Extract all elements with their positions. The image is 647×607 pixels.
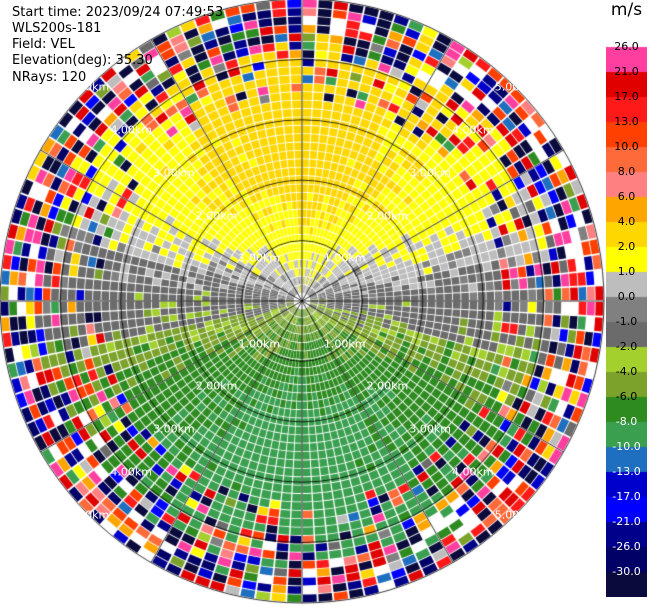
colorbar-tick-label: 1.0 xyxy=(617,265,636,278)
range-ring-label: 1.00km xyxy=(238,337,281,351)
range-ring-label: 3.00km xyxy=(153,166,195,180)
colorbar-tick-label: -30.0 xyxy=(612,565,641,578)
start-time-label: Start time: 2023/09/24 07:49:53 xyxy=(12,5,224,20)
range-ring-label: 3.00km xyxy=(409,422,451,436)
colorbar-tick-label: -6.0 xyxy=(615,390,638,403)
range-ring-label: 2.00km xyxy=(195,209,238,223)
colorbar-tick-label: -26.0 xyxy=(612,540,641,553)
range-ring-label: 4.00km xyxy=(452,123,494,137)
colorbar-tick-label: -10.0 xyxy=(612,440,641,453)
colorbar-tick-label: -2.0 xyxy=(615,340,638,353)
range-ring-label: 1.00km xyxy=(238,251,281,265)
instrument-label: WLS200s-181 xyxy=(12,21,102,36)
range-ring-label: 3.00km xyxy=(153,422,195,436)
colorbar-tick-label: 6.0 xyxy=(617,190,636,203)
colorbar-tick-label: 13.0 xyxy=(614,115,639,128)
colorbar-tick-label: -21.0 xyxy=(612,515,641,528)
range-ring-label: 1.00km xyxy=(323,337,366,351)
colorbar-unit: m/s xyxy=(610,0,643,20)
range-ring-label: 1.00km xyxy=(323,251,366,265)
colorbar-tick-label: -13.0 xyxy=(612,465,641,478)
range-ring-label: 4.00km xyxy=(110,123,152,137)
range-ring-label: 2.00km xyxy=(195,379,238,393)
range-ring-label: 4.00km xyxy=(452,465,494,479)
range-ring-label: 5.00km xyxy=(67,80,110,94)
field-label: Field: VEL xyxy=(12,37,75,52)
range-ring-label: 5.00km xyxy=(67,508,110,522)
colorbar-tick-label: -8.0 xyxy=(615,415,638,428)
range-ring-label: 2.00km xyxy=(366,379,409,393)
range-ring-label: 3.00km xyxy=(409,166,451,180)
range-ring-label: 5.00km xyxy=(494,80,537,94)
colorbar-tick-label: -4.0 xyxy=(615,365,638,378)
elevation-label: Elevation(deg): 35.30 xyxy=(12,53,153,68)
colorbar-tick-label: 21.0 xyxy=(614,65,639,78)
range-ring-label: 4.00km xyxy=(110,465,152,479)
colorbar-tick-label: -1.0 xyxy=(615,315,638,328)
colorbar-tick-label: 2.0 xyxy=(617,240,636,253)
ppi-velocity-plot xyxy=(0,0,606,607)
colorbar-tick-label: 17.0 xyxy=(614,90,639,103)
colorbar-tick-label: 4.0 xyxy=(617,215,636,228)
colorbar-tick-label: 26.0 xyxy=(614,40,639,53)
colorbar-tick-label: 10.0 xyxy=(614,140,639,153)
colorbar-tick-label: 0.0 xyxy=(617,290,636,303)
colorbar-tick-label: 8.0 xyxy=(617,165,636,178)
range-ring-label: 2.00km xyxy=(366,209,409,223)
nrays-label: NRays: 120 xyxy=(12,70,87,85)
colorbar-tick-label: -17.0 xyxy=(612,490,641,503)
range-ring-label: 5.00km xyxy=(494,508,537,522)
colorbar xyxy=(606,22,647,597)
